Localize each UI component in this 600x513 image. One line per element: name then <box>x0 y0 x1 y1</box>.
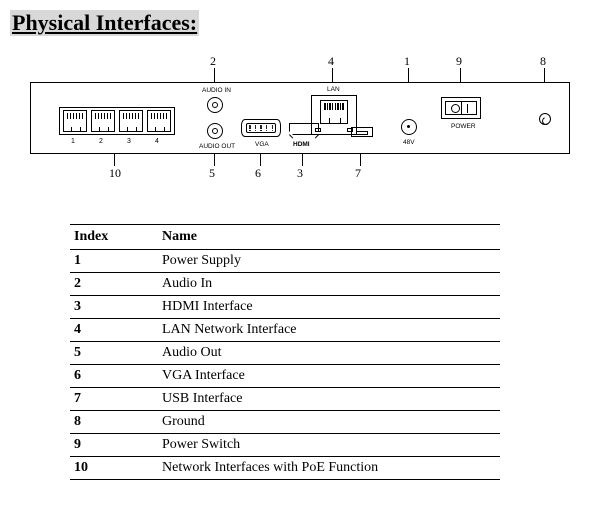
callout-leader-line <box>260 154 261 166</box>
callout-number: 5 <box>209 166 215 181</box>
vga-port-icon <box>241 119 281 137</box>
table-cell-name: Ground <box>158 411 500 434</box>
hdmi-label: HDMI <box>293 141 310 148</box>
table-cell-name: Audio In <box>158 273 500 296</box>
rj45-port-icon <box>147 110 171 132</box>
vga-label: VGA <box>255 141 269 148</box>
audio-out-label: AUDIO OUT <box>199 143 235 150</box>
table-row: 7USB Interface <box>70 388 500 411</box>
callout-leader-line <box>114 154 115 166</box>
callout-number: 9 <box>456 54 462 69</box>
table-row: 1Power Supply <box>70 250 500 273</box>
callout-leader-line <box>460 68 461 82</box>
ground-terminal-icon <box>539 113 551 125</box>
port-number-label: 1 <box>71 138 75 145</box>
device-chassis: 1 2 3 4 AUDIO IN AUDIO OUT VGA <box>30 82 570 154</box>
table-cell-index: 8 <box>70 411 158 434</box>
callout-number: 3 <box>297 166 303 181</box>
table-header-index: Index <box>70 225 158 250</box>
table-cell-index: 5 <box>70 342 158 365</box>
table-row: 9Power Switch <box>70 434 500 457</box>
callout-number: 10 <box>109 166 121 181</box>
callout-leader-line <box>214 68 215 82</box>
callout-number: 7 <box>355 166 361 181</box>
interface-table: Index Name 1Power Supply2Audio In3HDMI I… <box>70 224 500 480</box>
power-switch-icon <box>441 97 481 119</box>
callout-leader-line <box>332 68 333 82</box>
port-number-label: 4 <box>155 138 159 145</box>
audio-in-jack-icon <box>207 97 223 113</box>
callout-leader-line <box>360 154 361 166</box>
table-row: 8Ground <box>70 411 500 434</box>
device-panel-diagram: 2 4 1 9 8 1 2 3 4 AUDIO IN AUDIO OUT <box>20 54 580 184</box>
dc-label: 48V <box>403 139 415 146</box>
table-cell-index: 4 <box>70 319 158 342</box>
table-cell-index: 3 <box>70 296 158 319</box>
rj45-port-icon <box>119 110 143 132</box>
table-row: 6VGA Interface <box>70 365 500 388</box>
table-cell-name: VGA Interface <box>158 365 500 388</box>
table-cell-name: Power Supply <box>158 250 500 273</box>
title-wrap: Physical Interfaces: <box>10 10 590 36</box>
table-cell-name: Network Interfaces with PoE Function <box>158 457 500 480</box>
callout-leader-line <box>544 68 545 82</box>
callout-number: 8 <box>540 54 546 69</box>
table-cell-name: USB Interface <box>158 388 500 411</box>
table-row: 2Audio In <box>70 273 500 296</box>
table-cell-name: Power Switch <box>158 434 500 457</box>
usb-port-icon <box>351 127 373 137</box>
rj45-port-icon <box>91 110 115 132</box>
table-cell-index: 7 <box>70 388 158 411</box>
callout-leader-line <box>302 154 303 166</box>
document-page: Physical Interfaces: 24198 1 2 3 4 AUD <box>0 0 600 513</box>
table-cell-name: HDMI Interface <box>158 296 500 319</box>
table-row: 5Audio Out <box>70 342 500 365</box>
table-cell-index: 2 <box>70 273 158 296</box>
audio-in-label: AUDIO IN <box>202 87 231 94</box>
callout-leader-line <box>408 68 409 82</box>
table-cell-index: 6 <box>70 365 158 388</box>
dc-power-jack-icon <box>401 119 417 135</box>
table-cell-name: LAN Network Interface <box>158 319 500 342</box>
callout-number: 2 <box>210 54 216 69</box>
port-number-label: 3 <box>127 138 131 145</box>
callout-number: 1 <box>404 54 410 69</box>
table-cell-name: Audio Out <box>158 342 500 365</box>
table-cell-index: 9 <box>70 434 158 457</box>
table-row: 3HDMI Interface <box>70 296 500 319</box>
table-row: 4LAN Network Interface <box>70 319 500 342</box>
callout-number: 4 <box>328 54 334 69</box>
rj45-port-icon <box>63 110 87 132</box>
audio-out-jack-icon <box>207 123 223 139</box>
port-number-label: 2 <box>99 138 103 145</box>
table-row: 10Network Interfaces with PoE Function <box>70 457 500 480</box>
table-header-name: Name <box>158 225 500 250</box>
callout-leader-line <box>214 154 215 166</box>
callout-number: 6 <box>255 166 261 181</box>
table-cell-index: 10 <box>70 457 158 480</box>
table-cell-index: 1 <box>70 250 158 273</box>
page-title: Physical Interfaces: <box>10 10 199 36</box>
lan-label: LAN <box>327 86 340 93</box>
poe-port-block <box>59 107 175 135</box>
power-label: POWER <box>451 123 476 130</box>
